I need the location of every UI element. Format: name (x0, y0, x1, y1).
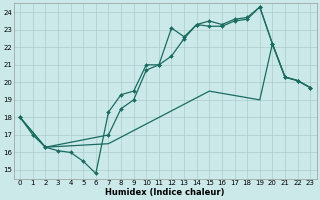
X-axis label: Humidex (Indice chaleur): Humidex (Indice chaleur) (106, 188, 225, 197)
